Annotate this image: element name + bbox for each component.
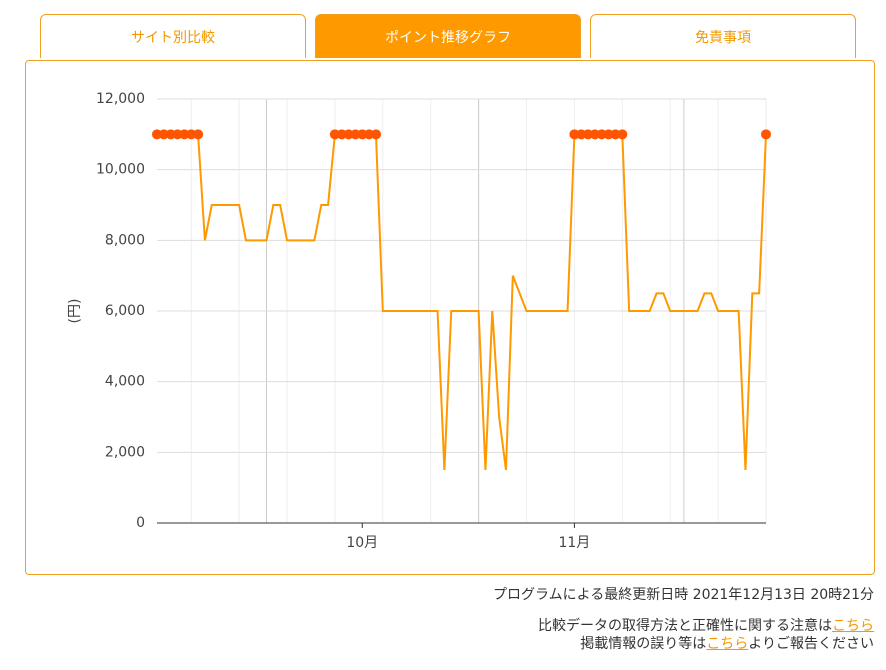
line: [157, 133, 767, 471]
max-marker: [329, 129, 340, 140]
y-tick-label: 6,000: [105, 303, 145, 319]
max-marker: [589, 129, 600, 140]
y-axis-label: (円): [67, 299, 83, 324]
max-marker: [186, 129, 197, 140]
max-marker: [569, 129, 580, 140]
y-tick-label: 2,000: [105, 444, 145, 460]
x-tick-label: 10月: [346, 535, 378, 551]
max-marker: [603, 129, 614, 140]
note: 比較データの取得方法と正確性に関する注意はこちら: [538, 615, 874, 635]
max-marker: [179, 129, 190, 140]
max-marker: [617, 129, 628, 140]
note-text: 比較データの取得方法と正確性に関する注意は: [538, 618, 832, 634]
tab-active[interactable]: ポイント推移グラフ: [315, 14, 581, 58]
y-tick-label: 4,000: [105, 374, 145, 390]
max-marker: [370, 129, 381, 140]
note-text: 掲載情報の誤り等は: [580, 636, 707, 652]
link[interactable]: こちら: [706, 636, 749, 652]
chart: (円) 0 2,000 4,000 6,000 8,000 10,000 12,000 10月…: [67, 91, 771, 551]
max-marker: [350, 129, 361, 140]
max-marker: [761, 129, 771, 140]
note-text: よりご報告ください: [748, 636, 874, 652]
tab[interactable]: サイト別比較: [40, 14, 306, 58]
note: 掲載情報の誤り等はこちらよりご報告ください: [580, 633, 874, 653]
max-marker: [158, 129, 169, 140]
last-updated: プログラムによる最終更新日時 2021年12月13日 20時21分: [493, 587, 874, 603]
chart-panel: [25, 60, 875, 575]
max-marker: [343, 129, 354, 140]
tab[interactable]: 免責事項: [590, 14, 856, 58]
max-marker: [610, 129, 621, 140]
max-marker: [583, 129, 594, 140]
max-marker: [152, 129, 162, 140]
max-marker: [193, 129, 204, 140]
max-marker: [172, 129, 183, 140]
y-tick-label: 10,000: [96, 162, 145, 178]
max-marker: [165, 129, 176, 140]
max-marker: [576, 129, 587, 140]
y-tick-label: 8,000: [105, 232, 145, 248]
max-marker: [357, 129, 368, 140]
x-tick-label: 11月: [558, 535, 590, 551]
y-tick-label: 0: [136, 515, 145, 531]
y-tick-label: 12,000: [96, 91, 145, 107]
link[interactable]: こちら: [832, 618, 874, 634]
max-marker: [364, 129, 375, 140]
max-marker: [596, 129, 607, 140]
max-marker: [336, 129, 347, 140]
